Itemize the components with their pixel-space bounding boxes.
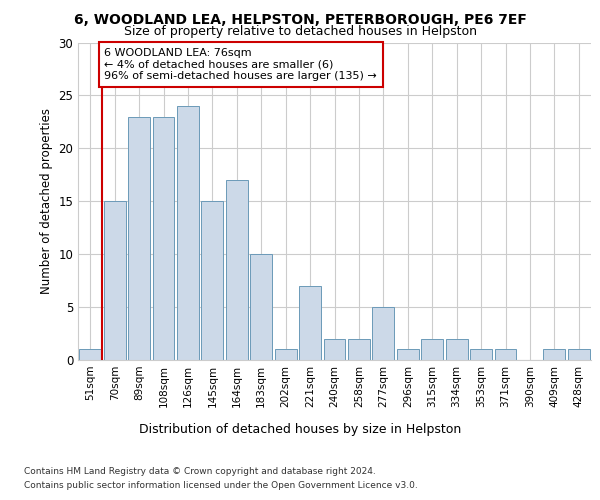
Bar (494, 350, 517, 360)
Bar (568, 350, 590, 360)
Bar (202, 201, 223, 360)
Bar (446, 339, 467, 360)
Bar (421, 339, 443, 360)
Bar (226, 180, 248, 360)
Bar (397, 350, 419, 360)
Bar (152, 116, 175, 360)
Bar (177, 106, 199, 360)
Bar (79, 350, 101, 360)
Text: Distribution of detached houses by size in Helpston: Distribution of detached houses by size … (139, 422, 461, 436)
Text: Size of property relative to detached houses in Helpston: Size of property relative to detached ho… (124, 25, 476, 38)
Bar (323, 339, 346, 360)
Text: Contains public sector information licensed under the Open Government Licence v3: Contains public sector information licen… (24, 481, 418, 490)
Bar (470, 350, 492, 360)
Bar (250, 254, 272, 360)
Bar (104, 201, 125, 360)
Text: 6, WOODLAND LEA, HELPSTON, PETERBOROUGH, PE6 7EF: 6, WOODLAND LEA, HELPSTON, PETERBOROUGH,… (74, 12, 526, 26)
Bar (299, 286, 321, 360)
Bar (128, 116, 150, 360)
Bar (373, 307, 394, 360)
Text: Contains HM Land Registry data © Crown copyright and database right 2024.: Contains HM Land Registry data © Crown c… (24, 468, 376, 476)
Text: 6 WOODLAND LEA: 76sqm
← 4% of detached houses are smaller (6)
96% of semi-detach: 6 WOODLAND LEA: 76sqm ← 4% of detached h… (104, 48, 377, 81)
Bar (544, 350, 565, 360)
Bar (275, 350, 296, 360)
Bar (348, 339, 370, 360)
Y-axis label: Number of detached properties: Number of detached properties (40, 108, 53, 294)
